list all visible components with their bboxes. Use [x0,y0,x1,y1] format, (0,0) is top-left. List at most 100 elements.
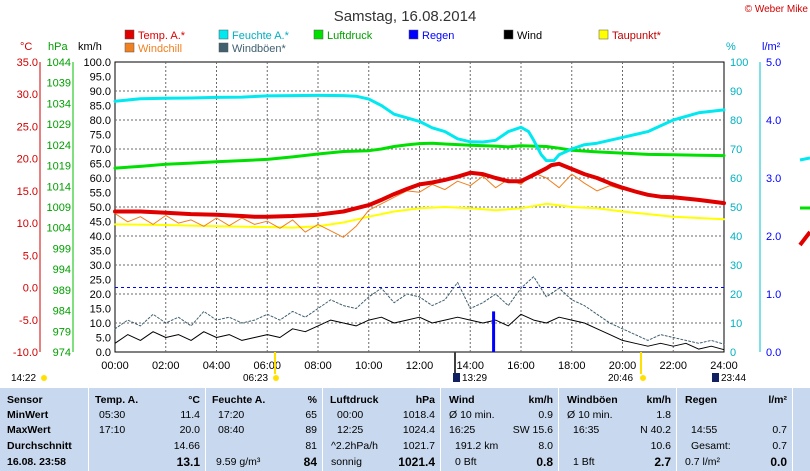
temp-max-value: 20.0 [179,424,200,436]
stats-sensor-column: Sensor MinWert MaxWert Durchschnitt 16.0… [0,388,88,471]
x-tick-label: 22:00 [659,360,687,372]
pressure-tick-label: 1009 [47,202,71,214]
temp-unit: °C [188,394,200,406]
wind-avg-value: 8.0 [538,440,553,452]
wind-tick-label: 25.0 [90,275,111,287]
sunset-label: 20:46 [608,373,633,384]
x-tick-label: 18:00 [558,360,586,372]
pressure-tick-label: 984 [53,306,71,318]
temp-tick-label: -5.0 [19,315,38,327]
pressure-tick-label: 994 [53,264,71,276]
chart-legend: Temp. A.* Feuchte A.* Luftdruck Regen Wind Ta… [124,29,662,55]
legend-swatch [313,29,324,40]
temp-tick-label: 15.0 [17,186,38,198]
humidity-max-time: 08:40 [218,424,245,436]
stats-rain-column: Regen l/m² 14:55 0.7 Gesamt: 0.7 0.7 l/m… [676,388,793,471]
wind-tick-label: 55.0 [90,188,111,200]
weather-chart: Samstag, 16.08.2014 © Weber Mike Temp. A… [11,4,810,384]
humidity-axis-unit: % [726,41,736,53]
x-tick-label: 24:00 [710,360,738,372]
rain-max-value: 0.7 [772,424,787,436]
x-tick-label: 08:00 [304,360,332,372]
wind-beaufort: 0 Bft [455,456,477,468]
temp-tick-label: -10.0 [13,347,38,359]
stats-humidity-column: Feuchte A. % 17:20 65 08:40 89 81 9.59 g… [205,388,323,471]
gust-beaufort: 1 Bft [573,456,595,468]
wind-tick-label: 90.0 [90,86,111,98]
edge-red-line [798,230,810,247]
wind-avg-period: Ø 10 min. [449,409,495,421]
pressure-tick-label: 1004 [47,223,71,235]
humidity-min-time: 17:20 [218,409,245,421]
legend-swatch [598,29,609,40]
x-tick-label: 12:00 [406,360,434,372]
rain-tick-label: 5.0 [766,57,781,69]
humidity-tick-label: 90 [730,86,742,98]
pressure-max-value: 1024.4 [402,424,435,436]
wind-tick-label: 75.0 [90,130,111,142]
legend-swatch [503,29,514,40]
gust-unit: km/h [646,394,671,406]
stats-edge-column [792,388,810,471]
series-line-taupunkt [114,202,725,229]
wind-tick-label: 45.0 [90,217,111,229]
humidity-tick-label: 50 [730,202,742,214]
gust-max-time: 16:35 [573,424,600,436]
wind-header: Wind [449,394,475,406]
wind-tick-label: 35.0 [90,246,111,258]
x-tick-label: 06:00 [253,360,281,372]
humidity-tick-label: 30 [730,260,742,272]
pressure-tick-label: 1019 [47,161,71,173]
pressure-min-value: 1018.4 [402,409,435,421]
moon-icon [453,373,460,382]
pressure-header: Luftdruck [330,394,379,406]
pressure-tick-label: 974 [53,347,71,359]
rain-unit: l/m² [768,394,787,406]
pressure-max-time: 12:25 [337,424,364,436]
pressure-tick-label: 989 [53,285,71,297]
sunset-icon [640,375,646,381]
pressure-current-value: 1021.4 [398,455,435,469]
x-tick-label: 00:00 [101,360,129,372]
humidity-tick-label: 100 [730,57,748,69]
gust-min-value: 1.8 [656,409,671,421]
stats-panel: Sensor MinWert MaxWert Durchschnitt 16.0… [0,388,810,471]
pressure-tick-label: 1044 [47,57,71,69]
rain-total-value: 0.7 [772,440,787,452]
now-row-label: 16.08. 23:58 [7,456,66,468]
copyright-label: © Weber Mike [745,4,809,15]
wind-tick-label: 60.0 [90,173,111,185]
legend-label: Windböen* [232,43,287,55]
moon2-icon [712,373,719,382]
pressure-avg-value: 1021.7 [402,440,435,452]
wind-tick-label: 85.0 [90,101,111,113]
wind-min-value: 0.9 [538,409,553,421]
wind-tick-label: 20.0 [90,289,111,301]
temp-tick-label: 25.0 [17,121,38,133]
gust-avg-period: Ø 10 min. [567,409,613,421]
rain-tick-label: 0.0 [766,347,781,359]
humidity-tick-label: 40 [730,231,742,243]
humidity-tick-label: 80 [730,115,742,127]
wind-tick-label: 50.0 [90,202,111,214]
temp-tick-label: 0.0 [23,283,38,295]
gust-max-value: N 40.2 [640,424,671,436]
pressure-tick-label: 1034 [47,98,71,110]
humidity-current-value: 84 [303,455,317,469]
series-line-feuchte-a [113,93,726,163]
moon2-label: 23:44 [721,373,746,384]
humidity-avg-value: 81 [305,440,317,452]
humidity-unit: % [307,394,317,406]
pressure-unit: hPa [415,394,435,406]
temp-min-value: 11.4 [180,409,200,421]
temp-min-time: 05:30 [99,409,126,421]
wind-tick-label: 30.0 [90,260,111,272]
temp-tick-label: 5.0 [23,250,38,262]
series-line-temp-a [113,161,726,219]
humidity-min-value: 65 [305,409,317,421]
wind-tick-label: 95.0 [90,72,111,84]
legend-swatch [218,29,229,40]
wind-tick-label: 40.0 [90,231,111,243]
stats-gust-column: Windböen km/h Ø 10 min. 1.8 16:35 N 40.2… [558,388,677,471]
x-tick-label: 20:00 [609,360,637,372]
